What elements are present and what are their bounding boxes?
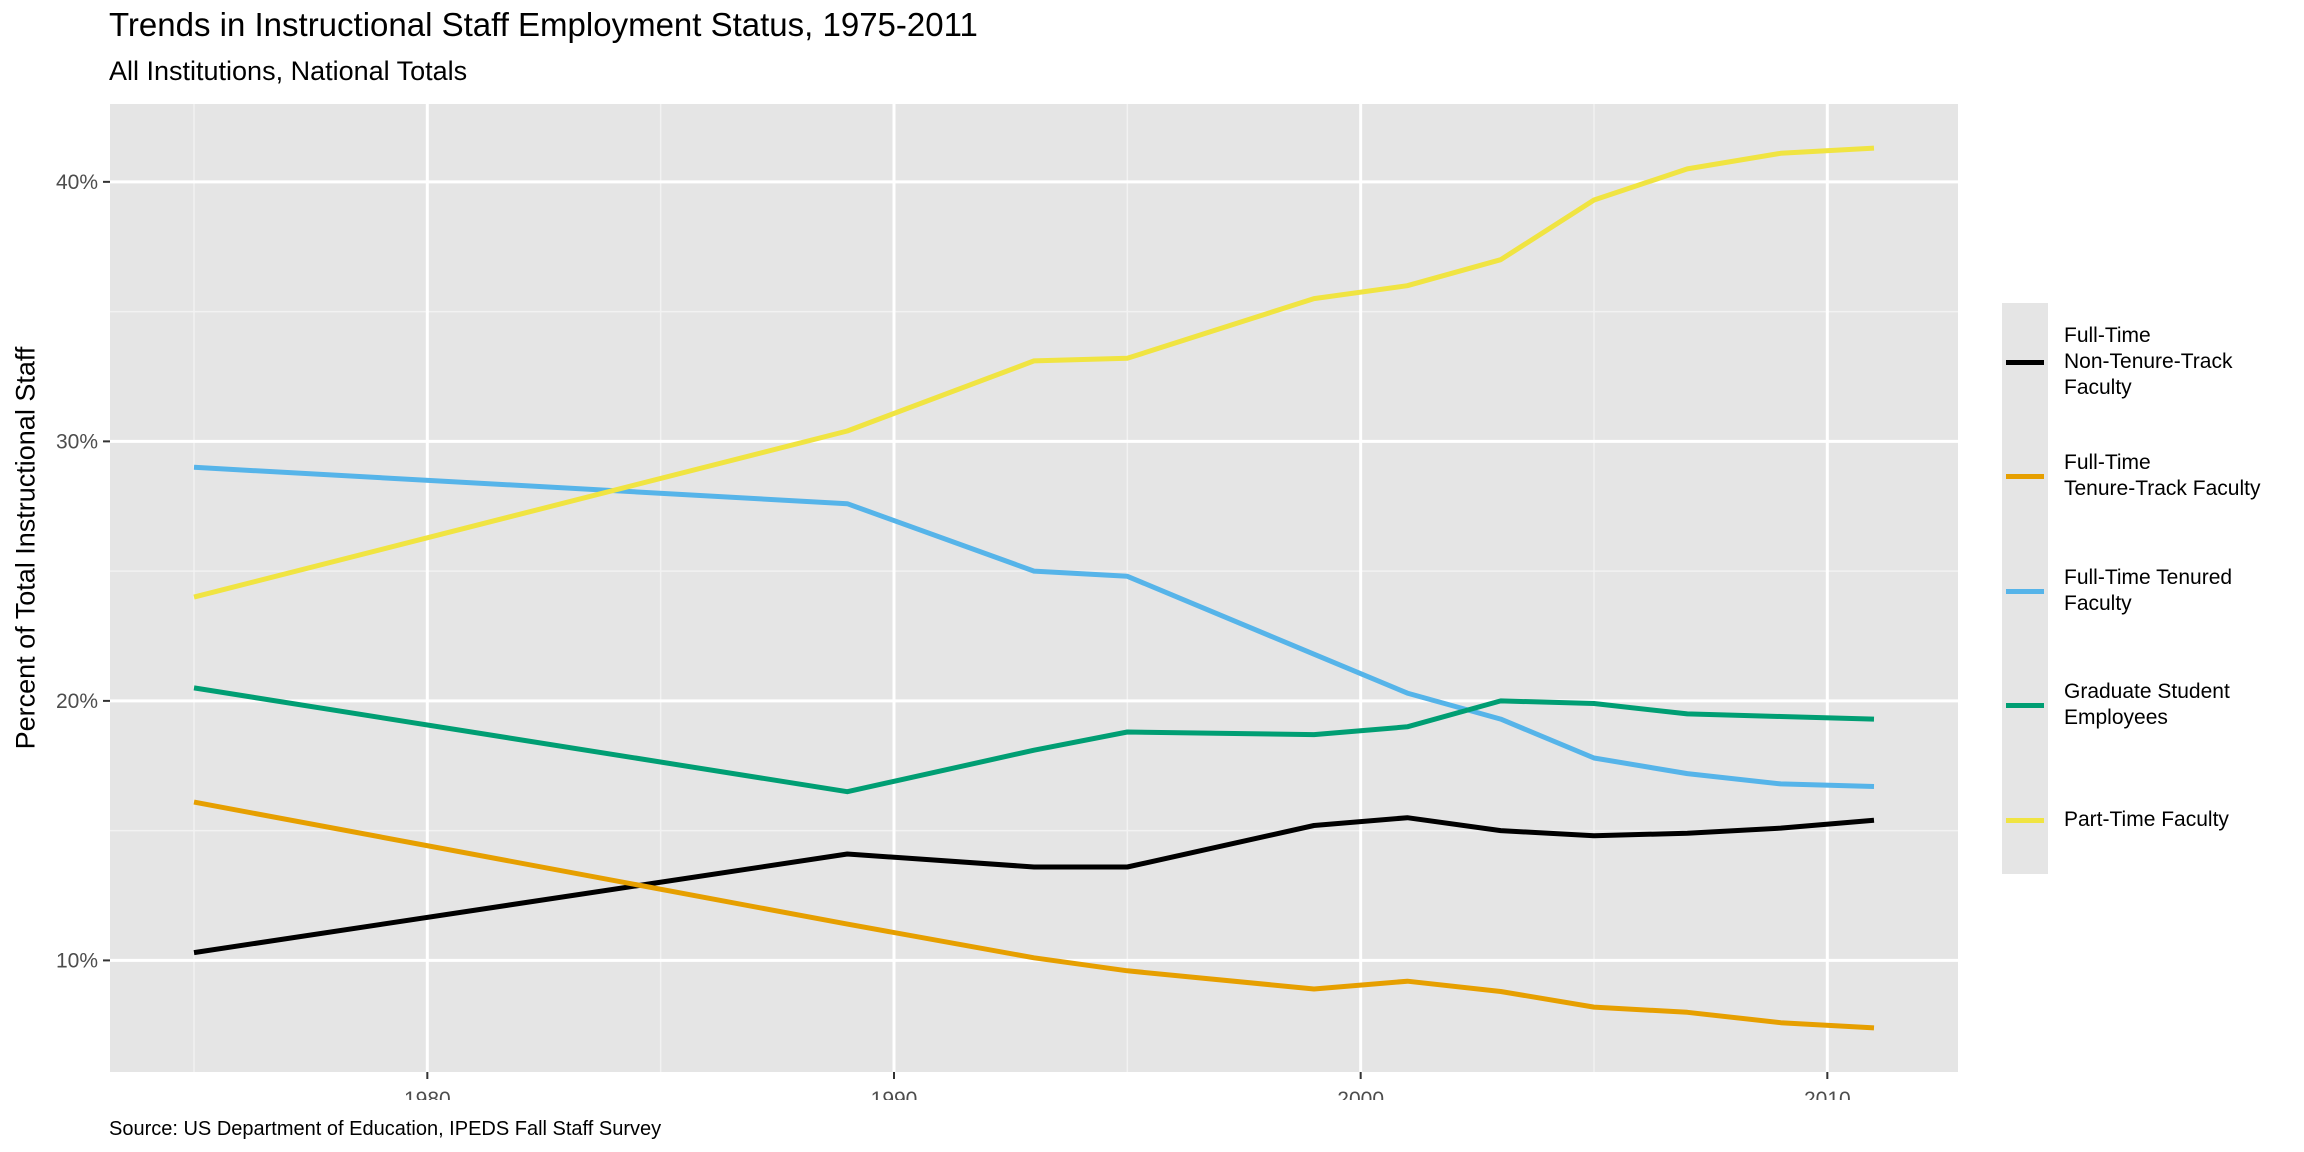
grid-major (110, 104, 1958, 1072)
x-axis-ticks: 1980 1990 2000 2010 (404, 1072, 1851, 1100)
legend-key (2006, 360, 2044, 365)
line-chart: 10% 20% 30% 40% 1980 1990 2000 2010 (56, 104, 1958, 1100)
series-line-part-time-faculty (193, 145, 1875, 600)
source-caption: Source: US Department of Education, IPED… (109, 1118, 662, 1140)
legend (2002, 303, 2048, 874)
legend-label: Graduate Student Employees (2064, 680, 2230, 729)
x-tick-label: 1990 (871, 1088, 918, 1100)
legend-key (2006, 818, 2044, 823)
legend-key (2006, 589, 2044, 594)
legend-key (2006, 703, 2044, 708)
legend-label: Part-Time Faculty (2064, 808, 2229, 831)
series-line-graduate-student-employees (193, 685, 1875, 795)
x-tick-label: 2010 (1804, 1088, 1851, 1100)
grid-minor (110, 104, 1958, 1072)
series-line-full-time-tenured-faculty (193, 464, 1875, 789)
series-lines (193, 145, 1875, 1031)
chart-subtitle: All Institutions, National Totals (109, 56, 468, 86)
legend-label: Full-Time Tenured Faculty (2064, 566, 2233, 615)
y-tick-label: 10% (56, 949, 98, 972)
chart-title: Trends in Instructional Staff Employment… (109, 6, 978, 43)
legend-label: Full-Time Tenure-Track Faculty (2064, 451, 2261, 500)
plot-panel (110, 104, 1958, 1072)
y-tick-label: 40% (56, 171, 98, 194)
x-tick-label: 2000 (1337, 1088, 1384, 1100)
y-axis-ticks: 10% 20% 30% 40% (56, 171, 110, 972)
y-tick-label: 20% (56, 690, 98, 713)
y-tick-label: 30% (56, 430, 98, 453)
series-line-full-time-tenure-track-faculty (193, 799, 1875, 1031)
legend-key (2006, 474, 2044, 479)
series-line-full-time-non-tenure-track-faculty (193, 815, 1875, 956)
legend-label: Full-Time Non-Tenure-Track Faculty (2064, 324, 2233, 399)
x-tick-label: 1980 (404, 1088, 451, 1100)
